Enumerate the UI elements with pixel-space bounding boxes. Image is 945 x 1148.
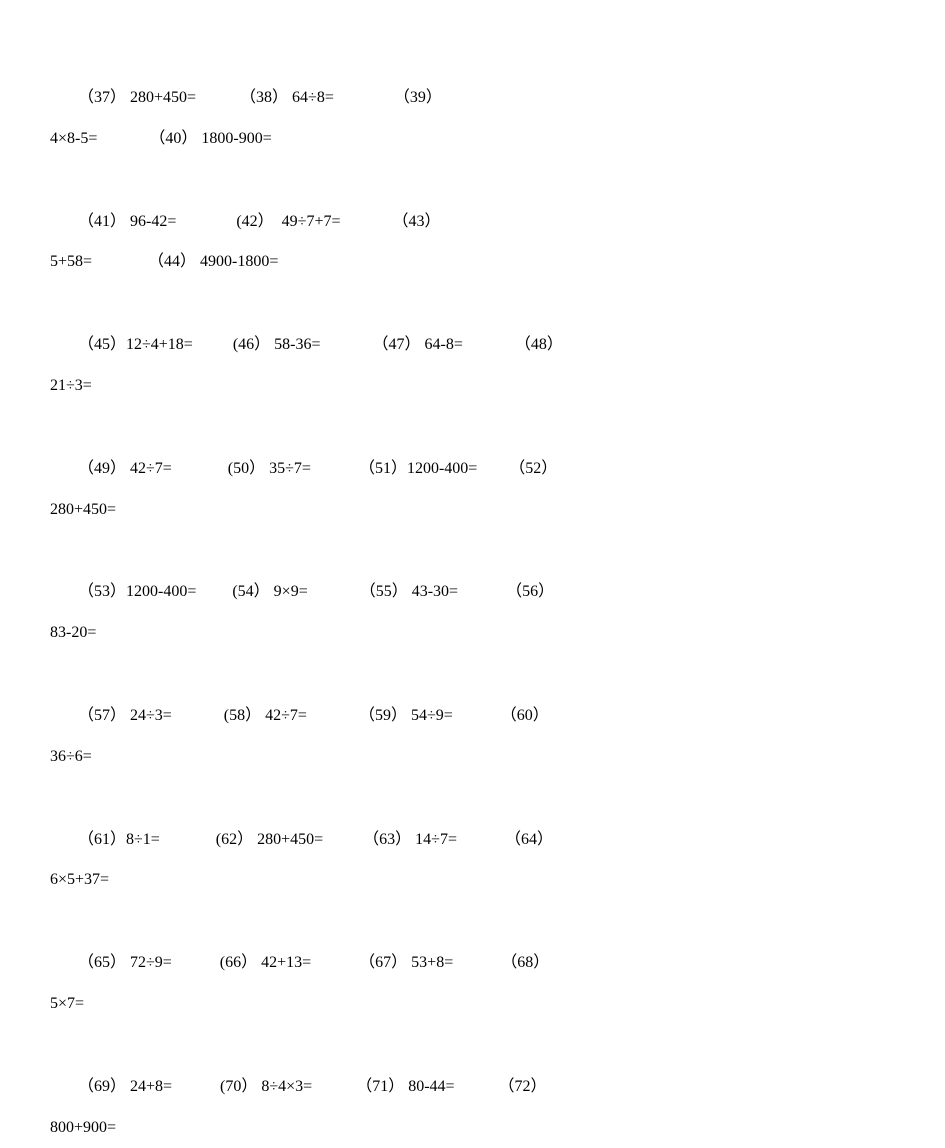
problem-group: （49） 42÷7= (50） 35÷7= （51）1200-400= （52）… [50,449,895,531]
problem-group: （37） 280+450= （38） 64÷8= （39）4×8-5= （40）… [50,78,895,160]
problem-group: （45）12÷4+18= (46） 58-36= （47） 64-8= （48）… [50,325,895,407]
problem-line: 21÷3= [50,366,895,407]
problem-group: （53）1200-400= (54） 9×9= （55） 43-30= （56）… [50,572,895,654]
problem-line: （65） 72÷9= (66） 42+13= （67） 53+8= （68） [50,943,895,984]
problem-line: （57） 24÷3= (58） 42÷7= （59） 54÷9= （60） [50,696,895,737]
problem-line: 83-20= [50,613,895,654]
problem-line: 4×8-5= （40） 1800-900= [50,119,895,160]
worksheet-body: （37） 280+450= （38） 64÷8= （39）4×8-5= （40）… [50,78,895,1148]
problem-line: （37） 280+450= （38） 64÷8= （39） [50,78,895,119]
problem-line: 800+900= [50,1108,895,1148]
problem-group: （69） 24+8= (70） 8÷4×3= （71） 80-44= （72）8… [50,1067,895,1148]
problem-line: （45）12÷4+18= (46） 58-36= （47） 64-8= （48） [50,325,895,366]
problem-group: （57） 24÷3= (58） 42÷7= （59） 54÷9= （60）36÷… [50,696,895,778]
problem-line: 6×5+37= [50,860,895,901]
problem-line: 5+58= （44） 4900-1800= [50,242,895,283]
problem-line: 5×7= [50,984,895,1025]
problem-line: （41） 96-42= (42） 49÷7+7= （43） [50,202,895,243]
problem-line: 280+450= [50,490,895,531]
problem-line: （69） 24+8= (70） 8÷4×3= （71） 80-44= （72） [50,1067,895,1108]
problem-group: （61）8÷1= (62） 280+450= （63） 14÷7= （64）6×… [50,820,895,902]
problem-group: （65） 72÷9= (66） 42+13= （67） 53+8= （68）5×… [50,943,895,1025]
problem-line: （61）8÷1= (62） 280+450= （63） 14÷7= （64） [50,820,895,861]
problem-group: （41） 96-42= (42） 49÷7+7= （43）5+58= （44） … [50,202,895,284]
problem-line: （49） 42÷7= (50） 35÷7= （51）1200-400= （52） [50,449,895,490]
problem-line: （53）1200-400= (54） 9×9= （55） 43-30= （56） [50,572,895,613]
problem-line: 36÷6= [50,737,895,778]
